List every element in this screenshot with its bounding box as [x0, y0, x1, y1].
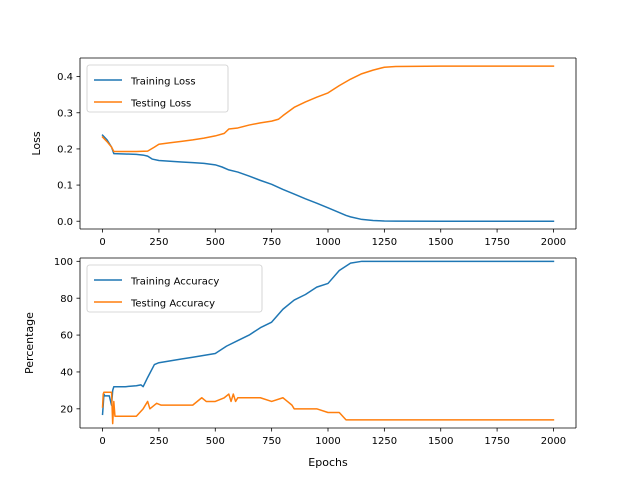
y-tick-label: 80 [60, 294, 73, 305]
series-line-testing-accuracy [101, 391, 555, 425]
x-tick-label: 1250 [372, 237, 397, 248]
legend-box [86, 64, 229, 113]
y-axis-label: Percentage [23, 312, 36, 374]
accuracy-plot-panel: 0 250 500 750 1000 1250 1500 1750 2000 20 40 60 80 10… [23, 257, 577, 469]
x-tick-label: 1000 [315, 436, 340, 447]
x-tick-label: 0 [99, 237, 105, 248]
x-tick-label: 1500 [428, 436, 453, 447]
series-line-testing-loss [101, 65, 555, 153]
legend: Training Loss Testing Loss [86, 64, 229, 113]
y-tick-label: 0.4 [57, 72, 73, 83]
x-tick-label: 1250 [372, 436, 397, 447]
legend-label: Training Accuracy [130, 277, 219, 288]
x-tick-label: 250 [149, 436, 168, 447]
x-tick-label: 1500 [428, 237, 453, 248]
x-tick-label: 750 [262, 436, 281, 447]
legend-label: Testing Loss [130, 99, 191, 110]
y-tick-label: 60 [60, 331, 73, 342]
y-tick-label: 0.3 [57, 108, 73, 119]
y-tick-label: 0.1 [57, 181, 73, 192]
y-tick-label: 0.2 [57, 145, 73, 156]
x-tick-label: 250 [149, 237, 168, 248]
y-axis-label: Loss [30, 131, 43, 155]
y-tick-label: 100 [54, 257, 73, 268]
legend-box [86, 264, 263, 313]
series-line-training-accuracy [101, 260, 555, 416]
x-tick-label: 2000 [541, 436, 566, 447]
y-tick-label: 0.0 [57, 217, 73, 228]
legend-label: Testing Accuracy [130, 299, 215, 310]
legend: Training Accuracy Testing Accuracy [86, 264, 263, 313]
loss-plot-panel: 0 250 500 750 1000 1250 1500 1750 2000 0.0 0.1 0.2 0… [30, 57, 577, 248]
x-axis-label: Epochs [308, 456, 348, 469]
x-tick-label: 750 [262, 237, 281, 248]
series-line-training-loss [101, 134, 555, 222]
y-tick-label: 40 [60, 368, 73, 379]
x-tick-label: 0 [99, 436, 105, 447]
x-tick-label: 500 [206, 436, 225, 447]
x-tick-label: 1750 [484, 237, 509, 248]
x-tick-label: 1000 [315, 237, 340, 248]
legend-label: Training Loss [130, 77, 196, 88]
y-tick-label: 20 [60, 404, 73, 415]
x-tick-label: 500 [206, 237, 225, 248]
x-tick-label: 2000 [541, 237, 566, 248]
x-tick-label: 1750 [484, 436, 509, 447]
